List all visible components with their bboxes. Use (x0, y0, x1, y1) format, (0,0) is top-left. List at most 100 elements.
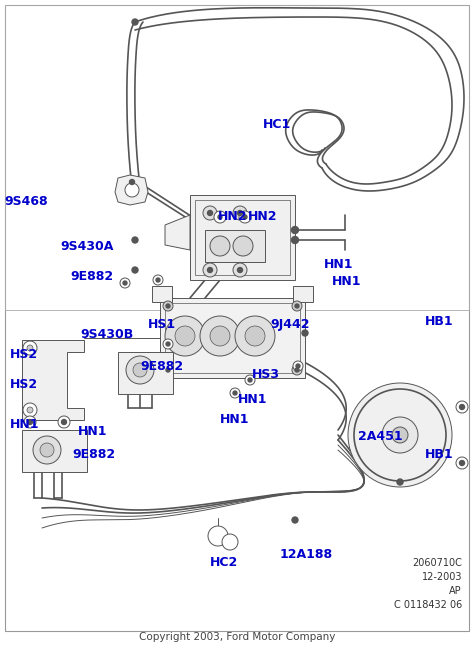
Circle shape (302, 330, 308, 336)
Circle shape (132, 267, 138, 273)
Circle shape (153, 275, 163, 285)
Circle shape (200, 316, 240, 356)
Circle shape (456, 457, 468, 469)
Circle shape (208, 211, 212, 216)
Text: 2060710C: 2060710C (412, 558, 462, 568)
Bar (5, 5, 469, 310)
Circle shape (120, 278, 130, 288)
Bar (22, 430, 87, 472)
Circle shape (235, 316, 275, 356)
Circle shape (33, 436, 61, 464)
Bar (205, 230, 265, 262)
Text: HN2: HN2 (218, 210, 247, 223)
Circle shape (295, 368, 299, 372)
Text: AP: AP (449, 586, 462, 596)
Bar (152, 286, 172, 302)
Circle shape (392, 427, 408, 443)
Bar (160, 298, 305, 378)
Circle shape (163, 339, 173, 349)
Circle shape (243, 215, 247, 219)
Text: HS1: HS1 (148, 318, 176, 331)
Circle shape (58, 416, 70, 428)
Circle shape (214, 211, 226, 223)
Text: Copyright 2003, Ford Motor Company: Copyright 2003, Ford Motor Company (139, 632, 335, 642)
Text: HN1: HN1 (10, 418, 39, 431)
Circle shape (293, 361, 303, 371)
Circle shape (233, 391, 237, 395)
Circle shape (230, 388, 240, 398)
Circle shape (296, 364, 300, 368)
Polygon shape (165, 215, 190, 250)
Circle shape (295, 304, 299, 308)
Circle shape (292, 237, 299, 243)
Circle shape (237, 211, 243, 216)
Circle shape (459, 461, 465, 466)
Circle shape (203, 263, 217, 277)
Circle shape (62, 419, 66, 424)
Text: 12-2003: 12-2003 (421, 572, 462, 582)
Circle shape (210, 236, 230, 256)
Text: HN1: HN1 (324, 258, 354, 271)
Circle shape (210, 326, 230, 346)
Text: HS3: HS3 (252, 368, 280, 381)
Circle shape (218, 215, 222, 219)
Circle shape (23, 403, 37, 417)
Polygon shape (115, 175, 148, 205)
Text: 12A188: 12A188 (280, 548, 333, 561)
Circle shape (132, 237, 138, 243)
Circle shape (23, 341, 37, 355)
Text: HB1: HB1 (425, 448, 454, 461)
Text: HN1: HN1 (220, 413, 249, 426)
Circle shape (248, 378, 252, 382)
Bar (293, 286, 313, 302)
Text: 9S430B: 9S430B (80, 328, 133, 341)
Circle shape (292, 517, 298, 523)
Text: HN2: HN2 (248, 210, 277, 223)
Circle shape (40, 443, 54, 457)
Circle shape (165, 316, 205, 356)
Circle shape (27, 345, 33, 351)
Circle shape (348, 383, 452, 487)
Text: HS2: HS2 (10, 348, 38, 361)
Circle shape (222, 534, 238, 550)
Circle shape (156, 278, 160, 282)
Circle shape (166, 304, 170, 308)
Circle shape (27, 419, 33, 424)
Circle shape (237, 268, 243, 272)
Text: HN1: HN1 (238, 393, 267, 406)
Circle shape (397, 479, 403, 485)
Text: 9J442: 9J442 (270, 318, 310, 331)
Circle shape (233, 263, 247, 277)
Text: 2A451: 2A451 (358, 430, 402, 443)
Circle shape (123, 281, 127, 285)
Circle shape (382, 417, 418, 453)
Circle shape (24, 416, 36, 428)
Circle shape (208, 526, 228, 546)
Circle shape (233, 236, 253, 256)
Bar (195, 200, 290, 275)
Circle shape (163, 301, 173, 311)
Circle shape (239, 211, 251, 223)
Circle shape (233, 206, 247, 220)
Circle shape (129, 180, 135, 184)
Circle shape (292, 226, 299, 234)
Text: 9S430A: 9S430A (60, 240, 113, 253)
Text: 9E882: 9E882 (70, 270, 113, 283)
Text: HN1: HN1 (78, 425, 108, 438)
Text: HC1: HC1 (263, 118, 291, 131)
Circle shape (292, 301, 302, 311)
Bar (118, 352, 173, 394)
Circle shape (456, 401, 468, 413)
Bar (190, 195, 295, 280)
Circle shape (132, 19, 138, 25)
Circle shape (245, 326, 265, 346)
Circle shape (125, 183, 139, 197)
Circle shape (208, 268, 212, 272)
Text: HS2: HS2 (10, 378, 38, 391)
Text: C 0118432 06: C 0118432 06 (394, 600, 462, 610)
Polygon shape (22, 340, 84, 420)
Text: 9E882: 9E882 (140, 360, 183, 373)
Circle shape (166, 342, 170, 346)
Circle shape (133, 363, 147, 377)
Text: HB1: HB1 (425, 315, 454, 328)
